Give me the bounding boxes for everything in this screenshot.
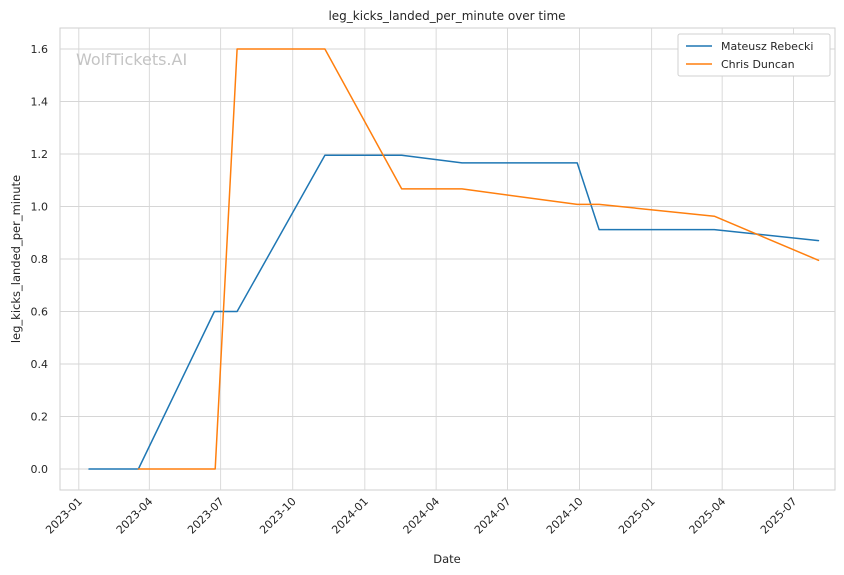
y-tick-labels: 0.0 0.2 0.4 0.6 0.8 1.0 1.2 1.4 1.6 bbox=[31, 43, 49, 476]
y-tick-label: 1.2 bbox=[31, 148, 49, 161]
x-tick-label: 2023-04 bbox=[114, 495, 156, 537]
y-axis-label: leg_kicks_landed_per_minute bbox=[9, 175, 23, 343]
chart-title: leg_kicks_landed_per_minute over time bbox=[328, 9, 565, 23]
x-tick-label: 2024-07 bbox=[472, 495, 514, 537]
x-tick-label: 2023-10 bbox=[257, 495, 299, 537]
series-line-2 bbox=[137, 48, 820, 470]
y-tick-label: 1.6 bbox=[31, 43, 49, 56]
x-tick-label: 2025-01 bbox=[616, 495, 658, 537]
legend: Mateusz Rebecki Chris Duncan bbox=[677, 33, 831, 77]
series-lines bbox=[88, 48, 820, 470]
y-tick-label: 1.0 bbox=[31, 201, 49, 214]
legend-label-series-2: Chris Duncan bbox=[721, 58, 795, 71]
y-tick-label: 1.4 bbox=[31, 96, 49, 109]
y-tick-label: 0.4 bbox=[31, 358, 49, 371]
x-tick-label: 2024-10 bbox=[544, 495, 586, 537]
x-tick-label: 2025-07 bbox=[758, 495, 800, 537]
x-axis-label: Date bbox=[433, 552, 461, 566]
series-line-1 bbox=[88, 154, 820, 470]
y-tick-label: 0.6 bbox=[31, 306, 49, 319]
x-tick-label: 2023-07 bbox=[185, 495, 227, 537]
y-tick-label: 0.0 bbox=[31, 463, 49, 476]
legend-label-series-1: Mateusz Rebecki bbox=[721, 40, 813, 53]
x-tick-label: 2024-04 bbox=[401, 495, 443, 537]
x-tick-label: 2023-01 bbox=[43, 495, 85, 537]
x-tick-label: 2024-01 bbox=[329, 495, 371, 537]
watermark: WolfTickets.AI bbox=[76, 50, 187, 69]
y-tick-label: 0.2 bbox=[31, 411, 49, 424]
x-tick-label: 2025-04 bbox=[687, 495, 729, 537]
legend-box bbox=[677, 33, 831, 77]
x-tick-labels: 2023-01 2023-04 2023-07 2023-10 2024-01 2024-… bbox=[43, 495, 799, 537]
y-tick-label: 0.8 bbox=[31, 253, 49, 266]
